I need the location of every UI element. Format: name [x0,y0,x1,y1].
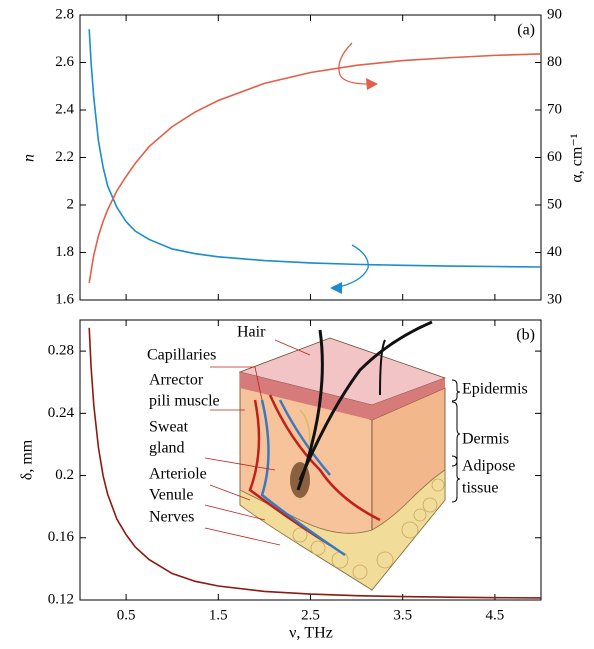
annotation: Arrector [149,372,204,389]
y2-tick-label: 90 [547,6,562,22]
y2-tick-label: 60 [547,149,562,165]
y2-tick-label: 40 [547,244,562,260]
annotation: Venule [149,487,193,504]
panel-label: (a) [517,22,535,39]
panel-label: (b) [516,327,535,344]
y-tick-label: 2.8 [55,6,74,22]
y-tick-label: 1.6 [55,291,74,307]
y2-tick-label: 80 [547,54,562,70]
y-tick-label: 0.24 [48,405,75,421]
y-tick-label: 0.28 [48,343,74,359]
annotation: Dermis [462,431,509,448]
data-line [88,53,542,284]
skin-illustration [204,42,461,592]
y-tick-label: 0.2 [55,467,74,483]
x-tick-label: 4.5 [486,607,505,623]
x-axis-label: ν, THz [289,625,333,642]
x-tick-label: 0.5 [117,607,136,623]
annotation: Adipose [462,458,515,475]
y2-tick-label: 50 [547,196,562,212]
y-tick-label: 0.12 [48,591,74,607]
annotation: Arteriole [149,466,207,483]
plot-frame [79,14,542,301]
y-tick-label: 2.2 [55,149,74,165]
annotation: Nerves [149,509,194,526]
annotation: pili muscle [149,393,220,410]
y2-tick-label: 70 [547,101,562,117]
y2-tick-label: 30 [547,291,562,307]
y-tick-label: 2.6 [55,54,74,70]
annotation: Sweat [149,419,189,436]
y2-axis-label: α, cm⁻¹ [569,133,586,182]
annotation: gland [149,440,185,457]
y-axis-label: δ, mm [19,439,36,480]
annotation: Capillaries [147,347,216,364]
x-tick-label: 3.5 [393,607,412,623]
x-tick-label: 1.5 [209,607,228,623]
data-line [88,327,542,599]
data-line [88,29,542,268]
annotation: Hair [237,324,266,341]
annotation: Epidermis [462,381,528,398]
y-axis-label: n [21,154,38,162]
annotation: tissue [462,480,498,497]
y-tick-label: 2 [67,196,75,212]
y-tick-label: 0.16 [48,529,75,545]
x-tick-label: 2.5 [301,607,320,623]
y-tick-label: 1.8 [55,244,74,260]
y-tick-label: 2.4 [55,101,74,117]
